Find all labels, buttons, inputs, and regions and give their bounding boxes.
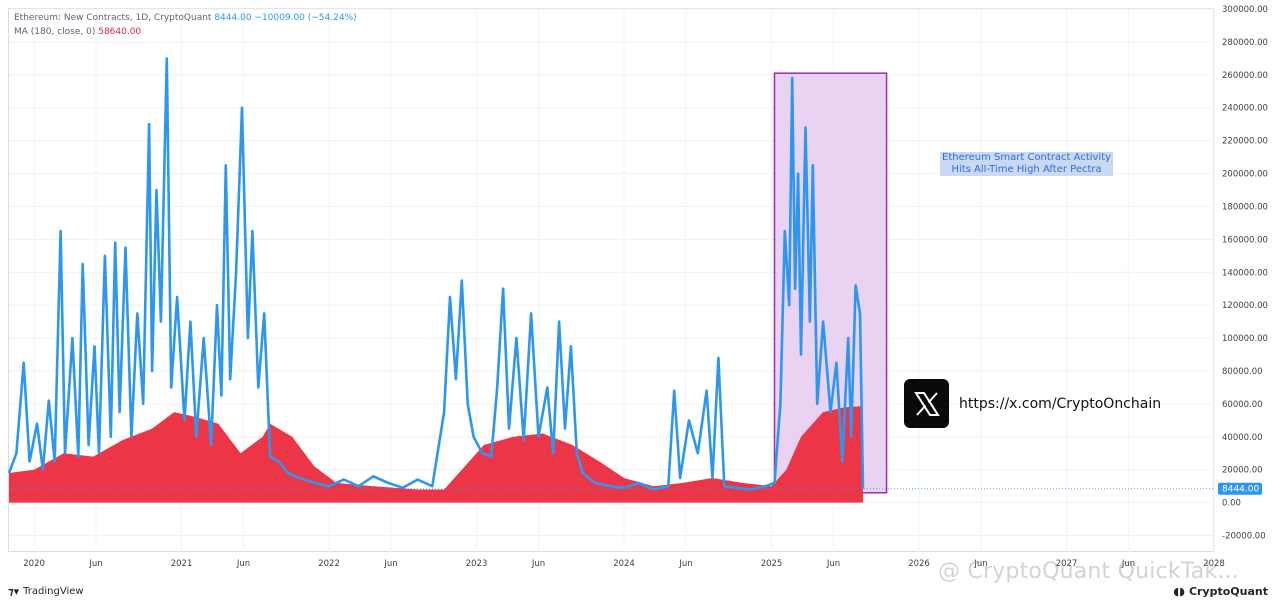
current-value-badge: 8444.00	[1218, 482, 1262, 495]
x-tick-label: Jun	[88, 559, 102, 569]
x-tick-label: 2021	[171, 559, 193, 569]
cryptoquant-brand[interactable]: ◖◗ CryptoQuant	[1173, 585, 1268, 598]
x-url-text[interactable]: https://x.com/CryptoOnchain	[959, 395, 1162, 412]
x-tick-label: 2020	[23, 559, 45, 569]
x-tick-label: 2025	[761, 559, 783, 569]
y-axis: 300000.00 280000.00 260000.00 240000.00 2200…	[1222, 5, 1268, 542]
legend-line-1: Ethereum: New Contracts, 1D, CryptoQuant…	[14, 13, 357, 23]
tradingview-logo-icon: ⁊▾	[8, 585, 20, 598]
cryptoquant-label: CryptoQuant	[1188, 585, 1268, 598]
y-tick-label: 260000.00	[1222, 71, 1268, 81]
tradingview-label: TradingView	[23, 586, 84, 597]
y-tick-label: 280000.00	[1222, 38, 1268, 48]
x-link[interactable]: https://x.com/CryptoOnchain	[904, 379, 1161, 428]
annotation-line-2: Hits All-Time High After Pectra	[951, 164, 1102, 175]
tradingview-brand[interactable]: ⁊▾ TradingView	[8, 585, 84, 598]
y-tick-label: 300000.00	[1222, 5, 1268, 15]
y-tick-label: 200000.00	[1222, 170, 1268, 180]
y-tick-label: 240000.00	[1222, 104, 1268, 114]
y-tick-label: 120000.00	[1222, 301, 1268, 311]
x-tick-label: Jun	[973, 559, 987, 569]
y-tick-label: 60000.00	[1222, 400, 1263, 410]
y-tick-label: 180000.00	[1222, 202, 1268, 212]
x-tick-label: Jun	[1121, 559, 1135, 569]
cryptoquant-logo-icon: ◖◗	[1173, 585, 1185, 598]
x-tick-label: 2027	[1056, 559, 1078, 569]
grid-lines	[9, 8, 1215, 552]
x-tick-label: Jun	[383, 559, 397, 569]
y-tick-label: 0.00	[1222, 499, 1241, 509]
annotation-note: Ethereum Smart Contract Activity Hits Al…	[940, 152, 1114, 176]
x-tick-label: Jun	[236, 559, 250, 569]
x-tick-label: 2023	[466, 559, 488, 569]
y-tick-label: 40000.00	[1222, 433, 1263, 443]
x-tick-label: 2024	[613, 559, 635, 569]
ma-series-area	[9, 406, 863, 503]
y-tick-label: 80000.00	[1222, 367, 1263, 377]
x-tick-label: 2026	[908, 559, 930, 569]
watermark: @ CryptoQuant QuickTak...	[938, 559, 1239, 584]
ma-title: MA (180, close, 0)	[14, 27, 96, 37]
current-value-badge-text: 8444.00	[1222, 485, 1259, 495]
x-axis: 2020 Jun 2021 Jun 2022 Jun 2023 Jun 2024 Jun 2025 J…	[23, 559, 1225, 569]
y-tick-label: 100000.00	[1222, 334, 1268, 344]
y-tick-label: 160000.00	[1222, 235, 1268, 245]
series-value: 8444.00 −10009.00 (−54.24%)	[214, 13, 357, 23]
x-tick-label: Jun	[826, 559, 840, 569]
x-tick-label: Jun	[678, 559, 692, 569]
ma-value: 58640.00	[98, 27, 142, 37]
x-tick-label: 2022	[318, 559, 340, 569]
y-tick-label: -20000.00	[1222, 532, 1266, 542]
series-title: Ethereum: New Contracts, 1D, CryptoQuant	[14, 13, 212, 23]
annotation-line-1: Ethereum Smart Contract Activity	[942, 152, 1112, 163]
current-value-badge-bg	[1218, 482, 1262, 495]
x-logo-icon	[904, 379, 949, 428]
legend-line-2: MA (180, close, 0) 58640.00	[14, 27, 141, 37]
y-tick-label: 220000.00	[1222, 137, 1268, 147]
new-contracts-series-line	[7, 57, 865, 491]
y-tick-label: 140000.00	[1222, 268, 1268, 278]
x-tick-label: Jun	[531, 559, 545, 569]
y-tick-label: 20000.00	[1222, 466, 1263, 476]
x-tick-label: 2028	[1203, 559, 1225, 569]
